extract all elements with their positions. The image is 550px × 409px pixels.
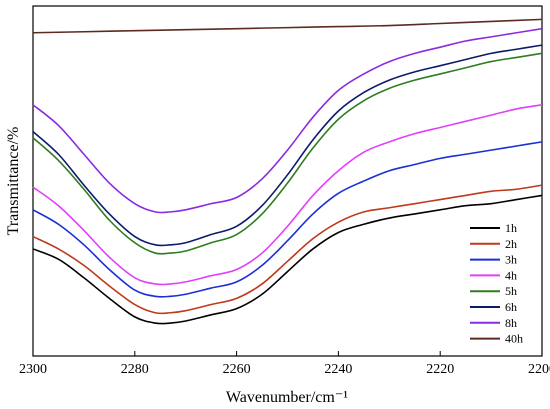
series-line-1h — [32, 194, 543, 325]
y-axis-label: Transmittance/% — [5, 127, 22, 236]
legend-label-4h: 4h — [505, 268, 517, 282]
x-tick-label: 2220 — [426, 362, 454, 377]
legend-label-1h: 1h — [505, 221, 517, 235]
series-line-40h — [32, 18, 543, 34]
legend-label-6h: 6h — [505, 300, 517, 314]
x-tick-label: 2300 — [19, 362, 47, 377]
legend-label-8h: 8h — [505, 316, 517, 330]
legend-label-40h: 40h — [505, 332, 523, 346]
x-tick-label: 2240 — [324, 362, 352, 377]
x-axis-label: Wavenumber/cm⁻¹ — [226, 389, 348, 406]
legend-label-2h: 2h — [505, 237, 517, 251]
series-line-3h — [32, 141, 543, 298]
series-line-5h — [32, 52, 543, 255]
x-tick-label: 2260 — [223, 362, 251, 377]
series-line-6h — [32, 44, 543, 247]
x-tick-label: 2280 — [121, 362, 149, 377]
series-line-4h — [32, 104, 543, 286]
x-tick-label: 2200 — [528, 362, 550, 377]
legend-label-3h: 3h — [505, 253, 517, 267]
plot-frame — [32, 5, 543, 357]
x-axis-ticks: 2300 2280 2260 2240 2220 2200 — [19, 351, 550, 377]
series-line-2h — [32, 184, 543, 315]
legend-label-5h: 5h — [505, 284, 517, 298]
curve-group — [32, 18, 543, 325]
series-line-8h — [32, 27, 543, 214]
